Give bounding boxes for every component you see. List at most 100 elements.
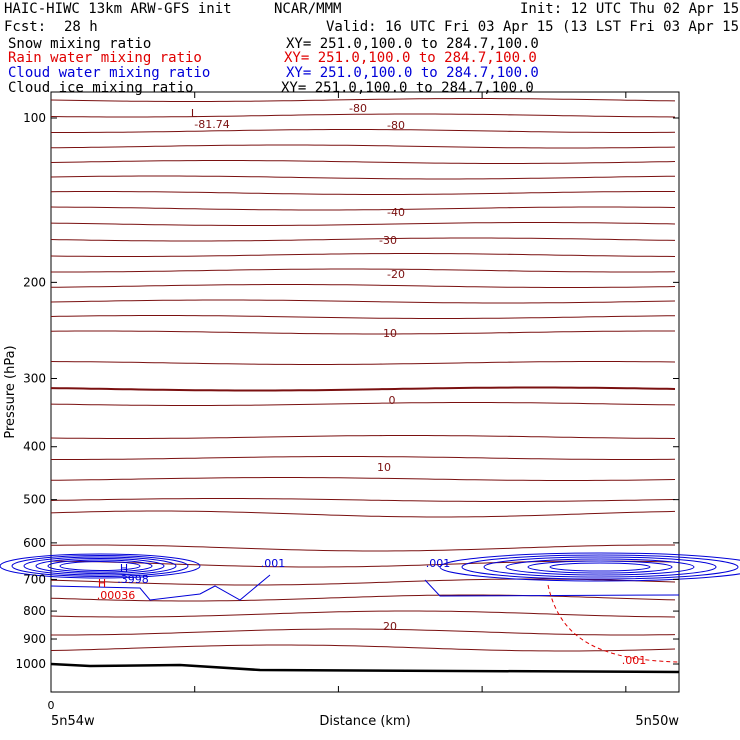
model-title: HAIC-HIWC 13km ARW-GFS init (4, 1, 232, 17)
isotherm-label-8: 20 (383, 620, 397, 633)
extremum-mark-1: H (120, 562, 128, 575)
cloud-contour-right-2 (483, 556, 717, 578)
y-tick-label-800: 800 (23, 604, 46, 618)
isotherm-11 (51, 268, 676, 273)
cloud-contour-right-3 (505, 558, 695, 576)
cloud-contour-right-0 (439, 552, 740, 582)
isotherm-2 (51, 129, 676, 133)
organization: NCAR/MMM (274, 1, 342, 17)
rain-label-1: .00036 (97, 589, 136, 602)
isotherm-7 (50, 206, 676, 211)
cloud-contour-left-3 (35, 558, 165, 574)
isotherm-18 (50, 402, 676, 406)
cloud-contour-left-5 (59, 561, 141, 571)
isotherm-label-5: -10 (379, 327, 397, 340)
y-tick-label-1000: 1000 (15, 657, 46, 671)
x-right-location: 5n50w (635, 714, 679, 729)
isotherm-28 (50, 610, 676, 618)
isotherm-17 (50, 386, 676, 392)
y-axis-title: Pressure (hPa) (3, 345, 18, 438)
terrain-surface (50, 662, 680, 674)
plot-frame (50, 91, 680, 693)
field-rain-xy: XY= 251.0,100.0 to 284.7,100.0 (284, 50, 537, 66)
isotherm-30 (50, 644, 676, 652)
cloud-contour-right-1 (461, 554, 739, 580)
isotherm-14 (50, 315, 676, 319)
y-tick-label-100: 100 (23, 111, 46, 125)
isotherm-label-7: 10 (377, 461, 391, 474)
rain-contour-right (547, 584, 680, 663)
isotherm-29 (51, 628, 676, 636)
isotherm-22 (50, 498, 676, 502)
x-left-location: 5n54w (51, 714, 95, 729)
isotherm-1 (50, 113, 676, 118)
isotherm-group (50, 98, 676, 652)
isotherm-4 (50, 160, 676, 164)
isotherm-13 (50, 299, 676, 304)
extremum-mark-0: L (191, 107, 198, 120)
isotherm-23 (50, 510, 676, 518)
field-rain-name: Rain water mixing ratio (8, 50, 202, 66)
contour-label-group: -80 -80 -40 -30 -20 -10 0 10 20 .001 .001 .3998 .001… (97, 102, 647, 667)
field-cloudwater-name: Cloud water mixing ratio (8, 65, 211, 81)
forecast-label: Fcst: (4, 19, 47, 35)
isotherm-27 (50, 594, 676, 602)
isotherm-15 (50, 330, 675, 335)
isotherm-26 (50, 578, 676, 586)
isotherm-6 (50, 191, 675, 195)
isotherm-10 (50, 253, 676, 257)
y-tick-label-900: 900 (23, 632, 46, 646)
isotherm-20 (51, 456, 676, 460)
isotherm-21 (50, 477, 676, 481)
cloud-contour-left-0 (0, 553, 201, 579)
cloud-label-0: .001 (261, 557, 286, 570)
cloud-contour-right-4 (527, 560, 673, 574)
cloud-contour-left-4 (47, 559, 153, 573)
extremum-mark-2: H (98, 577, 106, 590)
isotherm-label-0: -80 (349, 102, 367, 115)
isotherm-19 (50, 435, 676, 439)
cloud-outer-right (424, 579, 680, 597)
isotherm-12 (50, 284, 676, 288)
y-tick-label-300: 300 (23, 372, 46, 386)
isotherm-0 (50, 98, 676, 102)
y-tick-label-700: 700 (23, 572, 46, 586)
init-time: Init: 12 UTC Thu 02 Apr 15 (520, 1, 740, 17)
x-tick-origin: 0 (48, 699, 55, 712)
field-cloudwater-xy: XY= 251.0,100.0 to 284.7,100.0 (286, 65, 539, 81)
x-axis-title: Distance (km) (319, 714, 410, 729)
cloud-outer-left (50, 574, 271, 601)
field-snow-xy: XY= 251.0,100.0 to 284.7,100.0 (286, 36, 539, 52)
isotherm-label-3: -30 (379, 234, 397, 247)
cloud-water-group (0, 552, 740, 601)
cloud-label-2: .3998 (117, 573, 149, 586)
forecast-hours: 28 h (64, 19, 98, 35)
y-tick-label-600: 600 (23, 536, 46, 550)
extremum-value-0: -81.74 (194, 118, 229, 131)
isotherm-8 (50, 222, 676, 226)
isotherm-25 (51, 560, 676, 568)
isotherm-label-6: 0 (389, 394, 396, 407)
isotherm-5 (50, 175, 676, 180)
rain-label-0: .001 (622, 654, 647, 667)
cloud-contour-left-2 (23, 556, 177, 576)
rain-group (547, 584, 680, 663)
y-tick-label-200: 200 (23, 275, 46, 289)
field-snow-name: Snow mixing ratio (8, 36, 152, 52)
y-tick-label-400: 400 (23, 440, 46, 454)
cloud-contour-left-1 (11, 555, 189, 577)
isotherm-label-2: -40 (387, 206, 405, 219)
terrain-group (50, 662, 680, 674)
isotherm-16 (50, 361, 676, 365)
isotherm-label-4: -20 (387, 268, 405, 281)
isotherm-24 (50, 544, 675, 552)
isotherm-3 (50, 144, 676, 149)
valid-time: Valid: 16 UTC Fri 03 Apr 15 (13 LST Fri … (326, 19, 740, 35)
y-tick-label-500: 500 (23, 493, 46, 507)
cloud-label-1: .001 (426, 557, 451, 570)
isotherm-label-1: -80 (387, 119, 405, 132)
isotherm-9 (50, 237, 676, 242)
cloud-contour-right-5 (549, 562, 651, 572)
